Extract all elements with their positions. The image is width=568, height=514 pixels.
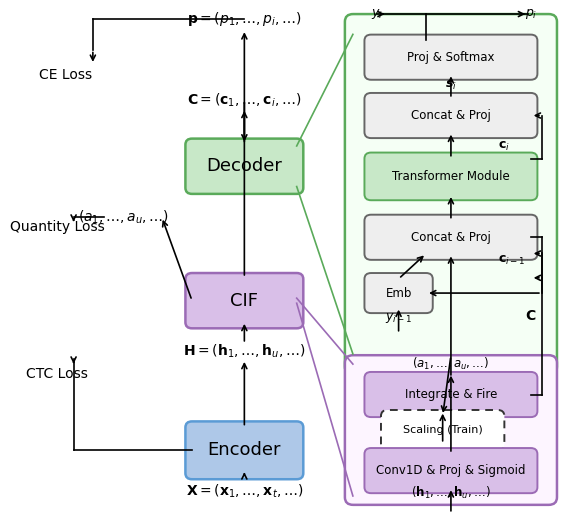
FancyBboxPatch shape: [185, 139, 303, 194]
Text: $y_{i-1}$: $y_{i-1}$: [385, 311, 412, 325]
Text: $p_i$: $p_i$: [525, 7, 537, 21]
Text: $\boldsymbol{s}_i$: $\boldsymbol{s}_i$: [445, 79, 457, 91]
Text: Scaling (Train): Scaling (Train): [403, 425, 483, 435]
Text: Decoder: Decoder: [206, 157, 282, 175]
Text: CE Loss: CE Loss: [39, 68, 92, 82]
Text: Integrate & Fire: Integrate & Fire: [405, 388, 497, 401]
Text: Transformer Module: Transformer Module: [392, 170, 510, 183]
Text: Concat & Proj: Concat & Proj: [411, 109, 491, 122]
FancyBboxPatch shape: [365, 273, 433, 313]
FancyBboxPatch shape: [185, 421, 303, 479]
Text: $\mathbf{C} = (\mathbf{c}_1, \ldots, \mathbf{c}_i, \ldots)$: $\mathbf{C} = (\mathbf{c}_1, \ldots, \ma…: [187, 91, 302, 109]
Text: Emb: Emb: [386, 287, 412, 300]
FancyBboxPatch shape: [381, 410, 504, 450]
FancyBboxPatch shape: [365, 153, 537, 200]
Text: CTC Loss: CTC Loss: [26, 367, 88, 381]
Text: $y_i$: $y_i$: [370, 7, 383, 21]
Text: $\mathbf{p} = (p_1, \ldots, p_i, \ldots)$: $\mathbf{p} = (p_1, \ldots, p_i, \ldots)…: [187, 10, 302, 28]
FancyBboxPatch shape: [185, 273, 303, 328]
Text: Conv1D & Proj & Sigmoid: Conv1D & Proj & Sigmoid: [376, 464, 525, 477]
FancyBboxPatch shape: [365, 34, 537, 80]
Text: $\mathbf{C}$: $\mathbf{C}$: [525, 309, 537, 323]
Text: Quantity Loss: Quantity Loss: [10, 220, 105, 234]
FancyBboxPatch shape: [365, 215, 537, 260]
FancyBboxPatch shape: [345, 14, 557, 374]
Text: CIF: CIF: [231, 291, 258, 309]
Text: $\mathbf{H} = (\mathbf{h}_1, \ldots, \mathbf{h}_u, \ldots)$: $\mathbf{H} = (\mathbf{h}_1, \ldots, \ma…: [183, 343, 306, 360]
Text: Proj & Softmax: Proj & Softmax: [407, 51, 495, 64]
Text: $\mathbf{c}_{i-1}$: $\mathbf{c}_{i-1}$: [498, 253, 525, 267]
FancyBboxPatch shape: [365, 372, 537, 417]
Text: $(\mathbf{h}_1, \ldots, \mathbf{h}_u, \ldots)$: $(\mathbf{h}_1, \ldots, \mathbf{h}_u, \l…: [411, 484, 491, 501]
FancyBboxPatch shape: [365, 93, 537, 138]
Text: $(a_1, \ldots, a_u, \ldots)$: $(a_1, \ldots, a_u, \ldots)$: [78, 208, 169, 226]
Text: Concat & Proj: Concat & Proj: [411, 231, 491, 244]
Text: $(a_1, \ldots, a_u, \ldots)$: $(a_1, \ldots, a_u, \ldots)$: [412, 356, 490, 372]
FancyBboxPatch shape: [345, 355, 557, 505]
FancyBboxPatch shape: [365, 448, 537, 493]
Text: Encoder: Encoder: [208, 442, 281, 460]
Text: $\mathbf{X} = (\mathbf{x}_1, \ldots, \mathbf{x}_t, \ldots)$: $\mathbf{X} = (\mathbf{x}_1, \ldots, \ma…: [186, 482, 303, 500]
Text: $\mathbf{c}_i$: $\mathbf{c}_i$: [498, 139, 509, 153]
